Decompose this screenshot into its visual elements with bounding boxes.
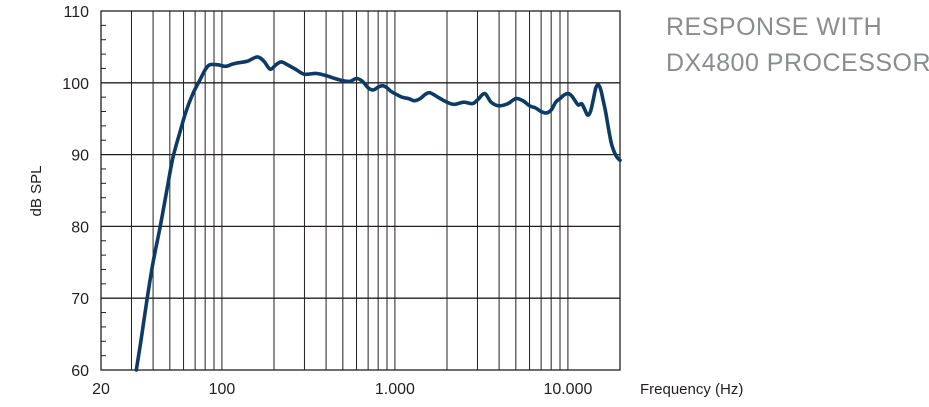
y-tick-label: 90	[71, 148, 89, 165]
x-axis-title: Frequency (Hz)	[640, 381, 743, 398]
plot-frame	[100, 10, 621, 371]
major-grid	[101, 82, 620, 299]
chart-title-line-2: DX4800 PROCESSOR	[666, 49, 929, 77]
plot-border	[100, 10, 621, 371]
chart-title-line-1: RESPONSE WITH	[666, 13, 882, 41]
y-tick-label: 60	[71, 363, 89, 380]
x-tick-label: 100	[209, 381, 236, 398]
y-tick-label: 100	[62, 76, 89, 93]
x-tick-label: 10.000	[543, 381, 592, 398]
response-curve	[134, 55, 622, 372]
y-tick-label: 110	[63, 4, 89, 21]
tick-labels: 20 100 1.000 10.000 60 70 80 90 100 110	[62, 4, 592, 398]
plot-area	[101, 11, 620, 370]
x-tick-label: 1.000	[375, 381, 415, 398]
y-tick-label: 80	[71, 219, 89, 236]
x-tick-label: 20	[92, 381, 110, 398]
series-layer	[134, 55, 622, 372]
y-tick-label: 70	[71, 291, 89, 308]
y-axis-title: dB SPL	[28, 166, 45, 217]
